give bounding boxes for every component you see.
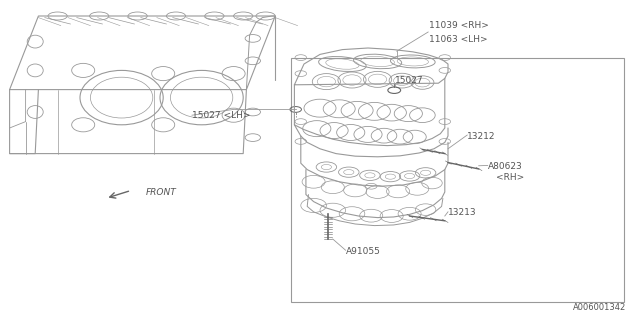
Text: 11063 <LH>: 11063 <LH> — [429, 35, 488, 44]
Text: A91055: A91055 — [346, 247, 380, 256]
Bar — [291, 58, 624, 302]
Text: 13213: 13213 — [448, 208, 477, 217]
Text: A80623: A80623 — [488, 162, 522, 171]
Text: 11039 <RH>: 11039 <RH> — [429, 21, 489, 30]
Text: 15027: 15027 — [395, 76, 424, 84]
Text: 15027 <LH>: 15027 <LH> — [192, 111, 250, 120]
Text: FRONT: FRONT — [146, 188, 177, 197]
Text: A006001342: A006001342 — [573, 303, 626, 312]
Text: <RH>: <RH> — [496, 173, 524, 182]
Text: 13212: 13212 — [467, 132, 496, 140]
